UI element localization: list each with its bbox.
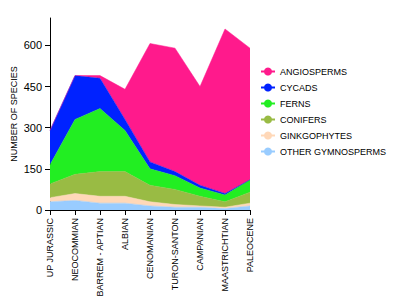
svg-text:UP JURASSIC: UP JURASSIC <box>45 218 55 278</box>
svg-text:TURON-SANTON: TURON-SANTON <box>170 218 180 290</box>
svg-text:CAMPANIAN: CAMPANIAN <box>195 218 205 271</box>
svg-text:OTHER GYMNOSPERMS: OTHER GYMNOSPERMS <box>280 147 386 157</box>
svg-text:PALEOCENE: PALEOCENE <box>245 218 255 272</box>
svg-text:0: 0 <box>36 204 42 216</box>
svg-text:300: 300 <box>24 122 42 134</box>
svg-text:BARREM - APTIAN: BARREM - APTIAN <box>95 218 105 297</box>
svg-text:CENOMANIAN: CENOMANIAN <box>145 218 155 279</box>
svg-text:NUMBER OF SPECIES: NUMBER OF SPECIES <box>9 66 19 162</box>
svg-text:MAASTRICHTIAN: MAASTRICHTIAN <box>220 218 230 292</box>
svg-text:600: 600 <box>24 39 42 51</box>
svg-text:450: 450 <box>24 81 42 93</box>
svg-text:CONIFERS: CONIFERS <box>280 115 327 125</box>
svg-text:GINKGOPHYTES: GINKGOPHYTES <box>280 131 352 141</box>
svg-text:ANGIOSPERMS: ANGIOSPERMS <box>280 67 347 77</box>
svg-text:150: 150 <box>24 163 42 175</box>
svg-text:FERNS: FERNS <box>280 99 311 109</box>
svg-text:NEOCOMMIAN: NEOCOMMIAN <box>70 218 80 281</box>
svg-text:CYCADS: CYCADS <box>280 83 318 93</box>
svg-text:ALBIAN: ALBIAN <box>120 218 130 250</box>
